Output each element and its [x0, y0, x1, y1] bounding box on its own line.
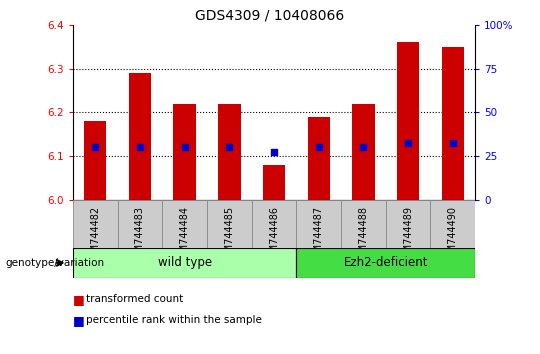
Bar — [341, 200, 386, 257]
Bar — [397, 42, 420, 200]
Point — [136, 145, 144, 150]
Bar — [73, 248, 296, 278]
Bar — [430, 200, 475, 257]
Bar — [263, 165, 285, 200]
Point — [359, 145, 368, 150]
Bar — [129, 73, 151, 200]
Point — [314, 145, 323, 150]
Text: Ezh2-deficient: Ezh2-deficient — [343, 256, 428, 269]
Bar — [442, 47, 464, 200]
Bar — [118, 200, 163, 257]
Text: ■: ■ — [73, 293, 85, 306]
Bar — [296, 248, 475, 278]
Bar — [352, 104, 375, 200]
Bar — [308, 117, 330, 200]
Text: GSM744487: GSM744487 — [314, 206, 324, 265]
Bar — [218, 104, 240, 200]
Text: GSM744485: GSM744485 — [224, 206, 234, 265]
Point — [404, 140, 413, 146]
Text: GSM744483: GSM744483 — [135, 206, 145, 265]
Bar — [84, 121, 106, 200]
Text: genotype/variation: genotype/variation — [5, 258, 105, 268]
Text: GSM744482: GSM744482 — [90, 206, 100, 265]
Point — [225, 145, 234, 150]
Text: GSM744490: GSM744490 — [448, 206, 458, 265]
Text: GSM744486: GSM744486 — [269, 206, 279, 265]
Bar — [163, 200, 207, 257]
Bar — [207, 200, 252, 257]
Text: wild type: wild type — [158, 256, 212, 269]
Text: ■: ■ — [73, 314, 85, 327]
Text: GSM744488: GSM744488 — [359, 206, 368, 265]
Bar — [296, 200, 341, 257]
Bar — [173, 104, 196, 200]
Text: GSM744484: GSM744484 — [180, 206, 190, 265]
Text: GSM744489: GSM744489 — [403, 206, 413, 265]
Text: transformed count: transformed count — [86, 294, 184, 304]
Point — [449, 140, 457, 146]
Point — [91, 145, 99, 150]
Bar — [73, 200, 118, 257]
Point — [269, 149, 279, 155]
Point — [180, 145, 189, 150]
Text: percentile rank within the sample: percentile rank within the sample — [86, 315, 262, 325]
Text: GDS4309 / 10408066: GDS4309 / 10408066 — [195, 9, 345, 23]
Bar — [252, 200, 296, 257]
Bar — [386, 200, 430, 257]
